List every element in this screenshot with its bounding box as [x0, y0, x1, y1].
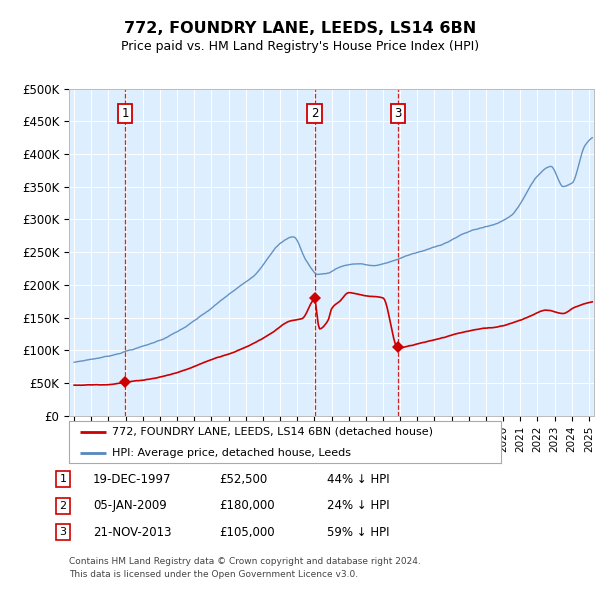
Text: 772, FOUNDRY LANE, LEEDS, LS14 6BN (detached house): 772, FOUNDRY LANE, LEEDS, LS14 6BN (deta… [112, 427, 433, 437]
Text: £52,500: £52,500 [219, 473, 267, 486]
Text: 44% ↓ HPI: 44% ↓ HPI [327, 473, 389, 486]
Text: £105,000: £105,000 [219, 526, 275, 539]
Text: 772, FOUNDRY LANE, LEEDS, LS14 6BN: 772, FOUNDRY LANE, LEEDS, LS14 6BN [124, 21, 476, 35]
Text: 2: 2 [311, 107, 318, 120]
Text: £180,000: £180,000 [219, 499, 275, 512]
Text: This data is licensed under the Open Government Licence v3.0.: This data is licensed under the Open Gov… [69, 571, 358, 579]
Text: 3: 3 [394, 107, 402, 120]
Text: 59% ↓ HPI: 59% ↓ HPI [327, 526, 389, 539]
Text: 1: 1 [121, 107, 128, 120]
Text: 21-NOV-2013: 21-NOV-2013 [93, 526, 172, 539]
Text: 3: 3 [59, 527, 67, 537]
Text: 24% ↓ HPI: 24% ↓ HPI [327, 499, 389, 512]
Text: Price paid vs. HM Land Registry's House Price Index (HPI): Price paid vs. HM Land Registry's House … [121, 40, 479, 53]
Text: 2: 2 [59, 501, 67, 510]
Text: HPI: Average price, detached house, Leeds: HPI: Average price, detached house, Leed… [112, 448, 351, 458]
Text: Contains HM Land Registry data © Crown copyright and database right 2024.: Contains HM Land Registry data © Crown c… [69, 558, 421, 566]
Text: 1: 1 [59, 474, 67, 484]
Text: 05-JAN-2009: 05-JAN-2009 [93, 499, 167, 512]
Text: 19-DEC-1997: 19-DEC-1997 [93, 473, 172, 486]
